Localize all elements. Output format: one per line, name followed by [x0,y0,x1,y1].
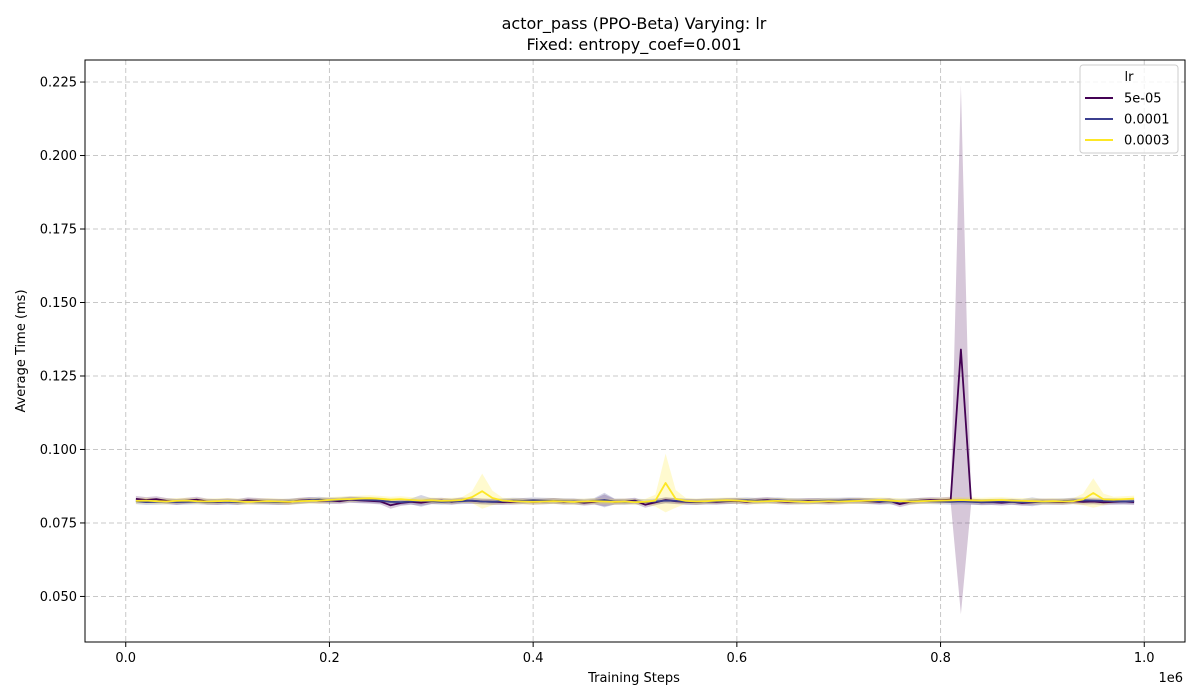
series-band-0 [135,85,1135,615]
x-tick-label-4: 0.8 [930,651,951,666]
legend-label-0: 5e-05 [1124,92,1162,107]
y-tick-label-0: 0.050 [40,590,77,605]
y-tick-label-3: 0.125 [40,369,77,384]
y-tick-label-1: 0.075 [40,516,77,531]
chart-title: actor_pass (PPO-Beta) Varying: lr [502,14,767,34]
y-axis-ticks: 0.050 0.075 0.100 0.125 0.150 0.175 0.200 0.225 [40,76,85,605]
confidence-bands [135,85,1135,615]
series-lines [135,348,1135,507]
grid-lines [85,60,1185,642]
chart-titles: actor_pass (PPO-Beta) Varying: lr Fixed:… [502,14,767,55]
legend-title: lr [1125,70,1135,85]
x-axis-label: Training Steps [587,671,680,686]
legend-entries: 5e-05 0.0001 0.0003 [1085,92,1170,149]
series-line-2 [135,482,1135,504]
y-tick-label-6: 0.200 [40,149,77,164]
x-axis-offset-label: 1e6 [1158,671,1183,686]
legend: lr 5e-05 0.0001 0.0003 [1079,64,1179,154]
y-tick-label-7: 0.225 [40,76,77,91]
x-tick-label-3: 0.6 [727,651,748,666]
x-axis-ticks: 0.0 0.2 0.4 0.6 0.8 1.0 [115,642,1155,666]
plot-area-frame [84,59,1186,643]
x-tick-label-2: 0.4 [523,651,544,666]
chart-subtitle: Fixed: entropy_coef=0.001 [526,35,741,55]
y-axis-label: Average Time (ms) [14,289,29,412]
x-tick-label-1: 0.2 [319,651,340,666]
x-tick-label-5: 1.0 [1134,651,1155,666]
legend-box [1079,64,1179,154]
series-line-0 [135,348,1135,507]
series-band-2 [135,453,1135,513]
legend-label-2: 0.0003 [1124,134,1170,149]
x-tick-label-0: 0.0 [115,651,136,666]
legend-label-1: 0.0001 [1124,113,1170,128]
y-tick-label-2: 0.100 [40,443,77,458]
y-tick-label-4: 0.150 [40,296,77,311]
y-tick-label-5: 0.175 [40,223,77,238]
